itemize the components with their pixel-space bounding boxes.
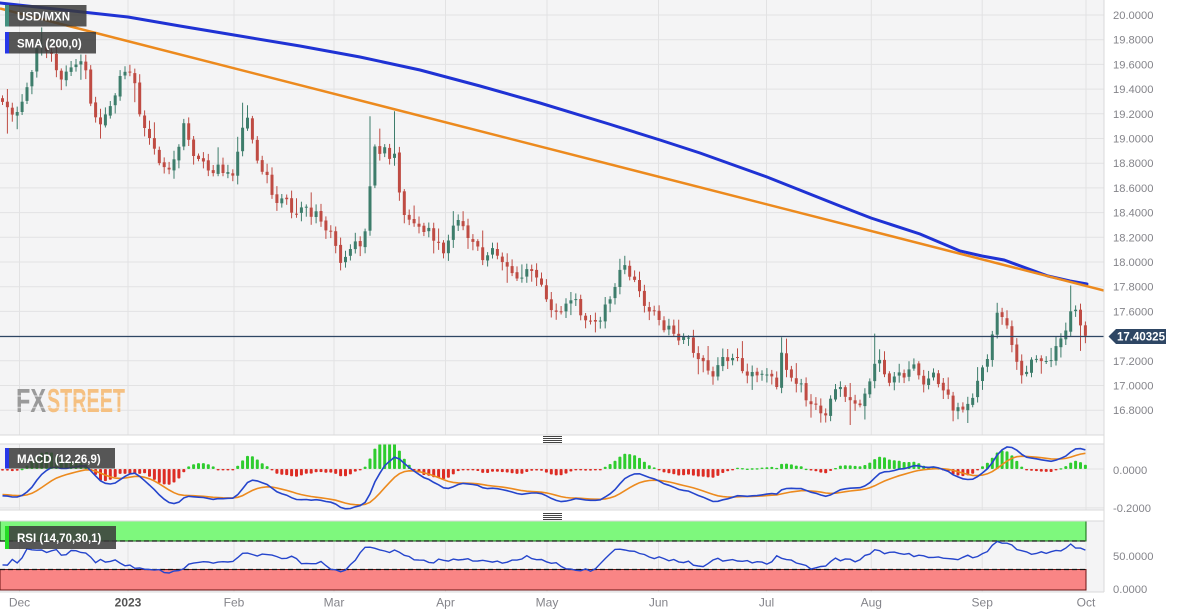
svg-text:17.6000: 17.6000 [1113, 306, 1153, 318]
svg-text:17.2000: 17.2000 [1113, 356, 1153, 368]
svg-text:-0.2000: -0.2000 [1113, 503, 1151, 515]
svg-text:Jul: Jul [759, 596, 774, 610]
svg-text:0.0000: 0.0000 [1113, 584, 1147, 596]
svg-text:STREET: STREET [47, 382, 125, 419]
svg-text:Dec: Dec [9, 596, 30, 610]
svg-text:17.8000: 17.8000 [1113, 282, 1153, 294]
svg-text:18.4000: 18.4000 [1113, 208, 1153, 220]
svg-text:2023: 2023 [115, 596, 142, 610]
svg-text:50.0000: 50.0000 [1113, 551, 1153, 563]
svg-text:19.2000: 19.2000 [1113, 109, 1153, 121]
svg-text:USD/MXN: USD/MXN [17, 11, 70, 23]
svg-text:Mar: Mar [324, 596, 345, 610]
svg-text:Feb: Feb [224, 596, 245, 610]
svg-text:19.4000: 19.4000 [1113, 84, 1153, 96]
svg-text:Apr: Apr [436, 596, 455, 610]
svg-text:18.6000: 18.6000 [1113, 183, 1153, 195]
svg-text:17.40325: 17.40325 [1117, 332, 1166, 344]
svg-text:Sep: Sep [972, 596, 994, 610]
svg-text:18.2000: 18.2000 [1113, 232, 1153, 244]
svg-text:16.8000: 16.8000 [1113, 405, 1153, 417]
svg-text:19.6000: 19.6000 [1113, 59, 1153, 71]
svg-text:May: May [536, 596, 559, 610]
svg-text:MACD (12,26,9): MACD (12,26,9) [17, 454, 101, 466]
svg-text:17.0000: 17.0000 [1113, 381, 1153, 393]
svg-text:Oct: Oct [1077, 596, 1096, 610]
svg-text:20.0000: 20.0000 [1113, 10, 1153, 22]
svg-text:18.8000: 18.8000 [1113, 158, 1153, 170]
svg-text:0.0000: 0.0000 [1113, 465, 1147, 477]
svg-text:19.8000: 19.8000 [1113, 35, 1153, 47]
svg-text:SMA (200,0): SMA (200,0) [17, 38, 82, 50]
svg-text:19.0000: 19.0000 [1113, 134, 1153, 146]
svg-text:Jun: Jun [649, 596, 668, 610]
svg-text:FX: FX [16, 382, 46, 419]
svg-text:Aug: Aug [861, 596, 882, 610]
svg-text:18.0000: 18.0000 [1113, 257, 1153, 269]
svg-text:RSI (14,70,30,1): RSI (14,70,30,1) [17, 533, 102, 545]
